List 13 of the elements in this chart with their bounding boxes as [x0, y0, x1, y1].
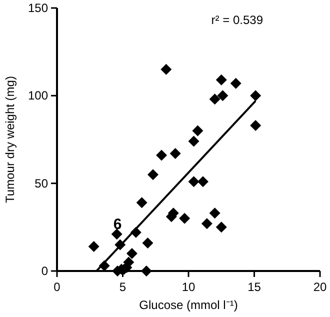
y-tick-label: 100 [28, 88, 48, 103]
y-axis-title: Tumour dry weight (mg) [3, 76, 17, 203]
x-tick-label: 10 [182, 280, 196, 294]
y-tick-label: 0 [41, 264, 48, 278]
x-tick-label: 20 [313, 280, 327, 294]
y-tick-label: 150 [28, 1, 48, 15]
annotation: 6 [113, 216, 122, 233]
x-axis-title: Glucose (mmol l⁻¹) [139, 298, 238, 312]
x-tick-label: 5 [119, 280, 126, 294]
annotation: r² = 0.539 [211, 13, 264, 27]
y-tick-label: 50 [34, 176, 48, 190]
x-tick-label: 15 [248, 280, 262, 294]
x-tick-label: 0 [54, 280, 61, 294]
